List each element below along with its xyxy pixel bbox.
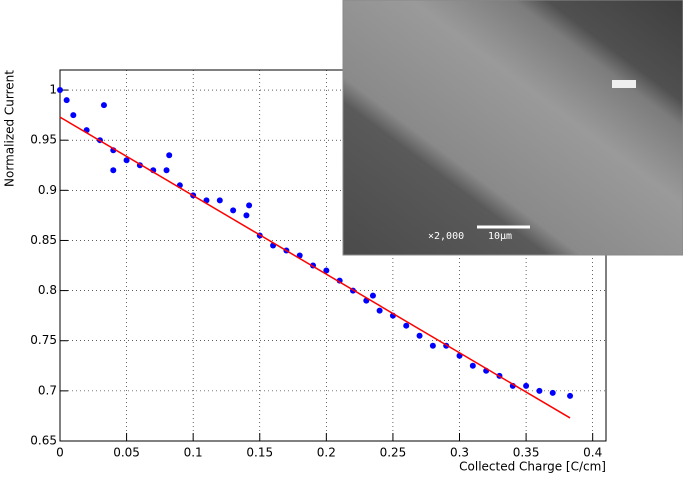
data-point [536, 387, 543, 394]
data-point [166, 152, 173, 159]
data-point [416, 332, 423, 339]
data-point [567, 392, 574, 399]
x-tick-label: 0.1 [184, 446, 203, 460]
sem-inset: ×2,000 10μm [342, 0, 683, 256]
data-point [243, 212, 250, 219]
data-point [336, 277, 343, 284]
data-point [549, 389, 556, 396]
data-point [323, 267, 330, 274]
data-point [523, 382, 530, 389]
magnification: ×2,000 [428, 231, 464, 242]
y-tick-label: 0.65 [30, 434, 57, 448]
y-axis-title: Normalized Current [3, 70, 17, 187]
y-tick-label: 0.75 [30, 333, 57, 347]
x-tick-label: 0.25 [380, 446, 407, 460]
x-tick-label: 0.05 [113, 446, 140, 460]
y-tick-label: 0.7 [38, 383, 57, 397]
data-point [100, 102, 107, 109]
data-point [70, 112, 77, 119]
x-tick-label: 0 [56, 446, 64, 460]
x-tick-label: 0.4 [583, 446, 602, 460]
y-tick-label: 0.95 [30, 133, 57, 147]
data-point [110, 167, 117, 174]
data-point [369, 292, 376, 299]
fit-line [59, 116, 571, 419]
x-tick-label: 0.15 [246, 446, 273, 460]
x-axis-title: Collected Charge [C/cm] [459, 460, 606, 474]
data-point [376, 307, 383, 314]
x-tick-label: 0.35 [513, 446, 540, 460]
y-tick-label: 1 [49, 83, 57, 97]
data-point [403, 322, 410, 329]
data-point [123, 157, 130, 164]
data-point [216, 197, 223, 204]
data-point [429, 342, 436, 349]
data-point [63, 97, 70, 104]
data-point [469, 362, 476, 369]
data-point [246, 202, 253, 209]
x-tick-label: 0.3 [450, 446, 469, 460]
data-point [163, 167, 170, 174]
x-tick-label: 0.2 [317, 446, 336, 460]
data-point [57, 87, 63, 94]
y-tick-label: 0.85 [30, 233, 57, 247]
y-tick-label: 0.8 [38, 283, 57, 297]
data-point [230, 207, 237, 214]
scale-bar-label: 10μm [488, 231, 512, 242]
y-tick-label: 0.9 [38, 183, 57, 197]
